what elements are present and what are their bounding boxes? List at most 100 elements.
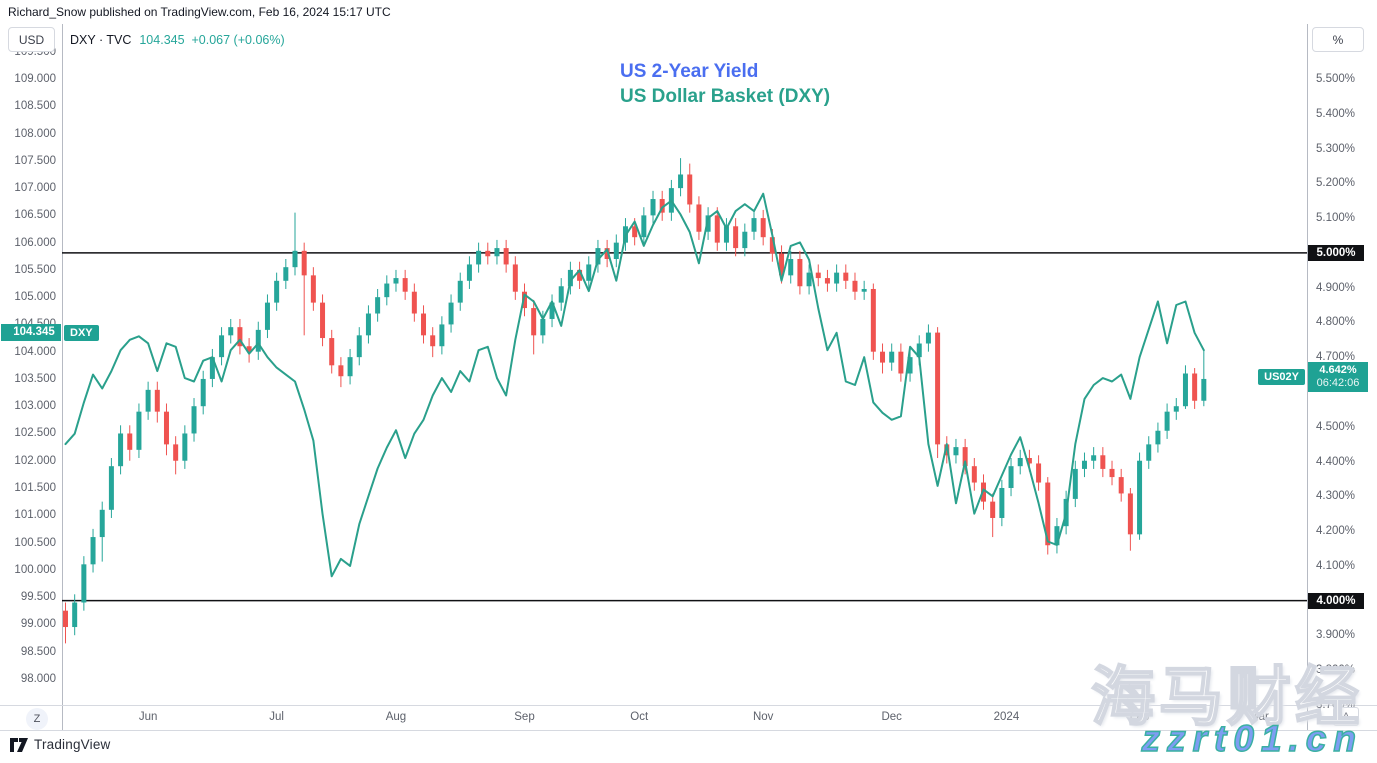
candle-body [650,199,656,216]
candle-body [173,444,179,461]
candle-body [779,253,785,276]
left-price-tick: 100.000 [14,563,56,576]
candle-body [889,351,895,363]
candle-body [567,269,573,287]
candle-body [90,537,96,565]
time-tick: Oct [630,711,649,723]
candle-body [1091,455,1097,461]
candle-body [1201,378,1207,401]
left-price-tick: 103.000 [14,400,56,413]
candle-body [292,250,298,268]
candle-body [301,250,307,276]
candle-body [824,278,830,284]
candle-body [586,264,592,281]
right-price-tick: 5.300% [1316,142,1356,155]
attribution-text: Richard_Snow published on TradingView.co… [8,5,391,19]
dxy-last-price-label: 104.345 [1,323,61,341]
right-price-tick: 5.400% [1316,107,1356,120]
left-price-tick: 98.000 [20,672,56,685]
left-price-tick: 101.000 [14,509,56,522]
candle-body [411,291,417,314]
candle-body [421,313,427,336]
candle-body [384,283,390,298]
candle-body [696,204,702,232]
candle-body [769,237,775,254]
time-tick: Jul [269,711,284,723]
candle-body [1054,526,1060,546]
candle-body [255,329,261,352]
candle-body [742,231,748,249]
candle-body [365,313,371,336]
candle-body [558,286,564,303]
candle-body [310,275,316,303]
candle-body [806,272,812,287]
candle-body [274,280,280,303]
candle-body [485,250,491,257]
candle-body [861,288,867,292]
us02y-series-tag[interactable]: US02Y [1258,369,1305,386]
watermark-cn-text: 海马财经 [1090,660,1363,734]
candle-body [678,174,684,189]
candle-body [595,248,601,265]
candle-body [577,269,583,281]
left-price-tick: 105.500 [14,263,56,276]
candle-body [1081,460,1087,469]
candle-body [145,389,151,412]
candle-body [503,248,509,265]
left-price-tick: 109.000 [14,73,56,86]
us02y-countdown: 06:42:06 [1316,377,1360,390]
left-price-tick: 100.500 [14,536,56,549]
left-price-tick: 107.500 [14,154,56,167]
candle-body [466,264,472,281]
candle-body [1100,455,1106,469]
right-price-tick: 4.900% [1316,281,1356,294]
candle-body [1036,463,1042,483]
candle-body [264,302,270,330]
dxy-series-tag[interactable]: DXY [64,324,99,341]
candle-body [127,433,133,450]
left-price-tick: 104.000 [14,345,56,358]
candle-body [705,215,711,232]
candle-body [1182,373,1188,407]
candle-body [448,302,454,325]
chart-pane[interactable] [62,24,1307,705]
candle-body [476,250,482,265]
percent-unit-button[interactable]: % [1312,27,1364,52]
candle-body [549,302,555,319]
title-us2y: US 2-Year Yield [620,61,759,82]
right-price-tick: 4.800% [1316,316,1356,329]
timezone-button[interactable]: Z [26,708,48,730]
left-price-tick: 102.000 [14,454,56,467]
candle-body [962,447,968,467]
candle-body [430,335,436,347]
candle-body [687,174,693,205]
candle-body [788,258,794,276]
symbol-legend[interactable]: DXY · TVC 104.345 +0.067 (+0.06%) [70,33,285,47]
currency-unit-button[interactable]: USD [8,27,55,52]
candle-body [1008,466,1014,488]
right-price-tick: 4.300% [1316,490,1356,503]
candle-body [1127,493,1133,535]
candle-body [494,248,500,257]
title-dxy: US Dollar Basket (DXY) [620,86,831,107]
right-price-tick: 4.400% [1316,455,1356,468]
candle-body [659,199,665,213]
candle-body [1192,373,1198,401]
left-price-tick: 101.500 [14,481,56,494]
tradingview-footer[interactable]: TradingView [10,737,111,752]
left-price-tick: 107.000 [14,182,56,195]
time-tick: Jun [138,711,158,723]
left-price-tick: 105.000 [14,291,56,304]
candle-body [843,272,849,281]
candle-body [1164,411,1170,431]
candle-body [815,272,821,279]
auto-scale-button[interactable]: A [1333,707,1359,726]
candle-body [246,346,252,352]
right-price-tick: 5.200% [1316,177,1356,190]
candle-body [641,215,647,238]
watermark-url-text: zzrt01.cn [1141,717,1363,760]
left-price-tick: 102.500 [14,427,56,440]
candle-body [108,466,114,510]
candle-body [760,218,766,238]
candle-body [512,264,518,292]
